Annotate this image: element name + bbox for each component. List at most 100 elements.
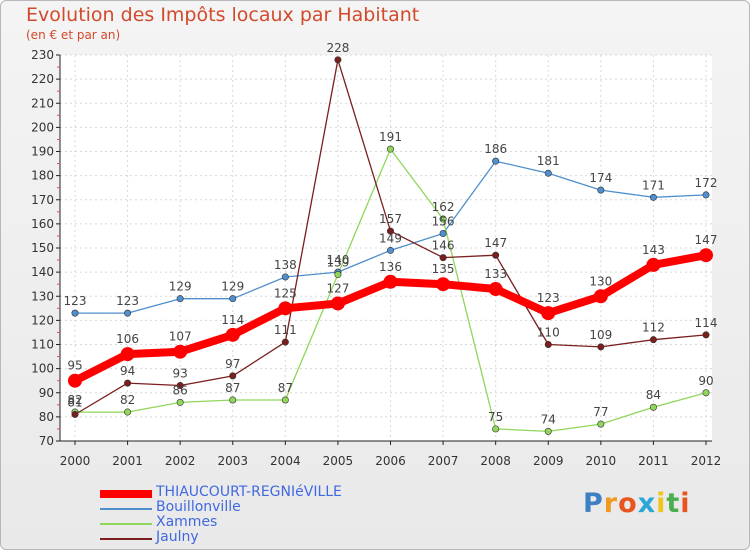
x-tick-label-2010: 2010: [586, 454, 617, 468]
x-tick-label-2000: 2000: [60, 454, 91, 468]
data-label-bouillonville-2002: 129: [169, 280, 192, 294]
data-label-xammes-2000: 82: [67, 393, 82, 407]
data-point-jaulny-2010: [597, 343, 605, 351]
data-label-xammes-2004: 87: [278, 381, 293, 395]
data-point-jaulny-2005: [334, 56, 342, 64]
data-point-thiaucourt-regni-ville-2005: [330, 296, 345, 311]
data-label-bouillonville-2004: 138: [274, 258, 297, 272]
data-point-thiaucourt-regni-ville-2000: [68, 373, 82, 388]
data-label-thiaucourt-regni-ville-2011: 143: [642, 243, 665, 257]
logo-letter: o: [618, 488, 638, 519]
data-point-thiaucourt-regni-ville-2004: [278, 301, 293, 316]
x-tick-label-2003: 2003: [217, 454, 248, 468]
data-label-thiaucourt-regni-ville-2008: 133: [484, 267, 507, 281]
x-tick-label-2009: 2009: [533, 454, 564, 468]
logo-letter: t: [666, 488, 681, 519]
data-label-thiaucourt-regni-ville-2010: 130: [589, 274, 612, 288]
data-point-bouillonville-2011: [649, 193, 657, 201]
logo-letter: i: [680, 488, 691, 519]
y-tick-label-110: 110: [31, 338, 54, 352]
series-points: [68, 56, 713, 435]
legend-label: Xammes: [156, 514, 218, 530]
data-point-xammes-2006: [386, 145, 394, 153]
data-point-jaulny-2008: [492, 251, 500, 259]
data-point-xammes-2010: [597, 420, 605, 428]
data-label-xammes-2006: 191: [379, 130, 402, 144]
y-tick-label-140: 140: [31, 265, 54, 279]
data-label-xammes-2009: 74: [541, 412, 556, 426]
y-tick-label-130: 130: [31, 289, 54, 303]
x-tick-label-2006: 2006: [375, 454, 406, 468]
data-label-bouillonville-2000: 123: [64, 294, 87, 308]
data-label-thiaucourt-regni-ville-2007: 135: [432, 262, 455, 276]
data-label-jaulny-2003: 97: [225, 357, 240, 371]
data-label-bouillonville-2009: 181: [537, 154, 560, 168]
data-point-thiaucourt-regni-ville-2001: [120, 347, 135, 362]
legend-label: THIAUCOURT-REGNIéVILLE: [156, 484, 342, 500]
x-tick-label-2001: 2001: [112, 454, 143, 468]
data-label-jaulny-2005: 228: [326, 41, 349, 55]
data-label-bouillonville-2001: 123: [116, 294, 139, 308]
y-tick-label-210: 210: [31, 96, 54, 110]
y-tick-label-70: 70: [39, 434, 54, 448]
y-tick-label-80: 80: [39, 410, 54, 424]
data-label-bouillonville-2007: 156: [432, 215, 455, 229]
data-point-bouillonville-2010: [597, 186, 605, 194]
logo-letter: r: [603, 488, 619, 519]
logo-letter: i: [656, 488, 667, 519]
legend-swatch: [100, 523, 152, 525]
data-label-bouillonville-2005: 140: [326, 253, 349, 267]
y-tick-label-150: 150: [31, 241, 54, 255]
y-tick-label-200: 200: [31, 120, 54, 134]
data-point-xammes-2002: [176, 398, 184, 406]
chart-title: Evolution des Impôts locaux par Habitant: [26, 4, 420, 26]
data-point-thiaucourt-regni-ville-2009: [541, 306, 556, 321]
data-label-thiaucourt-regni-ville-2001: 106: [116, 332, 139, 346]
data-point-jaulny-2000: [71, 410, 79, 418]
data-point-jaulny-2012: [702, 331, 710, 339]
y-tick-label-180: 180: [31, 169, 54, 183]
data-label-xammes-2003: 87: [225, 381, 240, 395]
data-label-bouillonville-2003: 129: [221, 280, 244, 294]
y-tick-label-230: 230: [31, 48, 54, 62]
data-label-thiaucourt-regni-ville-2002: 107: [169, 330, 192, 344]
x-tick-label-2011: 2011: [638, 454, 669, 468]
data-point-xammes-2009: [544, 427, 552, 435]
data-label-thiaucourt-regni-ville-2009: 123: [537, 291, 560, 305]
data-label-xammes-2005: 139: [326, 256, 349, 270]
data-point-jaulny-2009: [544, 340, 552, 348]
data-labels: 123 123 129 129 138 140 149 156 186 181 174 171 172 8…: [64, 41, 718, 427]
data-label-jaulny-2006: 157: [379, 212, 402, 226]
chart-subtitle: (en € et par an): [26, 28, 121, 42]
data-label-xammes-2010: 77: [593, 405, 608, 419]
x-tick-label-2002: 2002: [165, 454, 196, 468]
data-point-jaulny-2001: [124, 379, 132, 387]
data-label-xammes-2002: 86: [173, 383, 188, 397]
data-point-bouillonville-2007: [439, 230, 447, 238]
data-label-thiaucourt-regni-ville-2003: 114: [221, 313, 244, 327]
y-tick-label-170: 170: [31, 193, 54, 207]
data-point-xammes-2005: [334, 271, 342, 279]
data-label-jaulny-2011: 112: [642, 321, 665, 335]
x-tick-label-2007: 2007: [428, 454, 459, 468]
data-label-jaulny-2002: 93: [173, 367, 188, 381]
data-point-xammes-2004: [281, 396, 289, 404]
data-label-jaulny-2000: 81: [67, 395, 82, 409]
data-point-xammes-2007: [439, 215, 447, 223]
data-point-thiaucourt-regni-ville-2007: [436, 277, 451, 292]
data-point-bouillonville-2003: [229, 295, 237, 303]
data-label-xammes-2007: 162: [432, 200, 455, 214]
data-point-jaulny-2003: [229, 372, 237, 380]
data-label-jaulny-2004: 111: [274, 323, 297, 337]
x-tick-label-2005: 2005: [323, 454, 354, 468]
data-label-thiaucourt-regni-ville-2012: 147: [695, 233, 718, 247]
data-label-xammes-2008: 75: [488, 410, 503, 424]
data-point-thiaucourt-regni-ville-2003: [225, 327, 240, 342]
y-tick-label-120: 120: [31, 313, 54, 327]
y-tick-label-90: 90: [39, 386, 54, 400]
data-point-bouillonville-2012: [702, 191, 710, 199]
data-label-bouillonville-2010: 174: [589, 171, 612, 185]
data-label-jaulny-2012: 114: [695, 316, 718, 330]
data-point-thiaucourt-regni-ville-2006: [383, 274, 398, 289]
